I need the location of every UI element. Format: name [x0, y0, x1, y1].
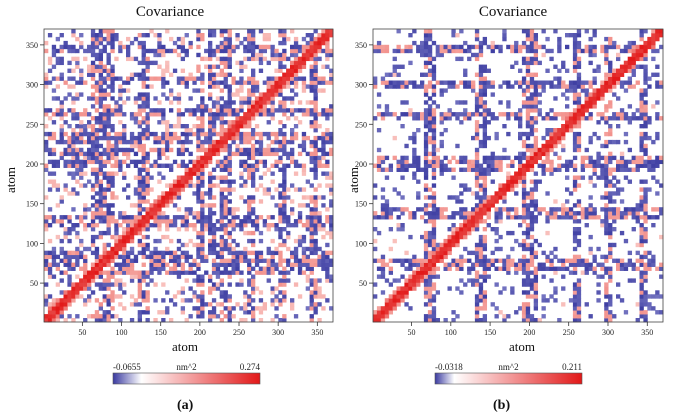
- colorbar-max-label: 0.274: [240, 362, 261, 372]
- y-tick-label: 150: [355, 200, 367, 209]
- panel-a: Covariance atom 50 100 150 200 250 300 350 50 10…: [0, 0, 340, 418]
- y-tick-label: 200: [26, 160, 38, 169]
- y-tick-label: 250: [26, 120, 38, 129]
- y-tick-label: 250: [355, 120, 367, 129]
- heatmap-cells: [44, 29, 334, 323]
- x-tick-label: 100: [116, 328, 128, 337]
- panel-b: Covariance atom 50 100 150 200 250 300 350 50 10…: [343, 0, 683, 418]
- y-tick-label: 50: [30, 279, 38, 288]
- y-tick-label: 100: [355, 239, 367, 248]
- colorbar-min-label: -0.0655: [113, 362, 141, 372]
- heatmap-b: 50 100 150 200 250 300 350 50 100 150 200 250 300 350…: [355, 28, 664, 385]
- x-tick-label: 50: [78, 328, 86, 337]
- panel-caption-b: (b): [493, 398, 511, 413]
- y-tick-label: 350: [355, 41, 367, 50]
- y-tick-label: 200: [355, 160, 367, 169]
- y-tick-label: 150: [26, 200, 38, 209]
- x-tick-label: 200: [194, 328, 206, 337]
- x-tick-label: 150: [155, 328, 167, 337]
- chart-title-b: Covariance: [478, 4, 548, 20]
- x-tick-label: 50: [408, 328, 416, 337]
- y-tick-label: 50: [359, 279, 367, 288]
- x-tick-label: 100: [445, 328, 457, 337]
- heatmap-a: 50 100 150 200 250 300 350 50 100 150 200 250 300 350…: [26, 28, 334, 385]
- y-tick-label: 350: [26, 41, 38, 50]
- x-tick-label: 300: [272, 328, 284, 337]
- y-tick-label: 300: [355, 81, 367, 90]
- colorbar: [434, 372, 583, 385]
- colorbar-unit-label: nm^2: [176, 362, 196, 372]
- x-tick-label: 350: [641, 328, 653, 337]
- plot-frame: [372, 28, 664, 323]
- y-tick-label: 300: [26, 81, 38, 90]
- x-tick-label: 250: [233, 328, 245, 337]
- x-tick-label: 300: [602, 328, 614, 337]
- colorbar: [112, 372, 261, 385]
- x-tick-label: 200: [523, 328, 535, 337]
- x-axis-label-b: atom: [509, 339, 535, 354]
- colorbar-min-label: -0.0318: [435, 362, 463, 372]
- heatmap-cells: [373, 29, 664, 323]
- panel-caption-a: (a): [177, 398, 194, 413]
- y-tick-label: 100: [26, 239, 38, 248]
- x-tick-label: 350: [311, 328, 323, 337]
- plot-frame: [43, 28, 334, 323]
- x-axis-label-a: atom: [172, 339, 198, 354]
- colorbar-max-label: 0.211: [562, 362, 582, 372]
- x-tick-label: 150: [484, 328, 496, 337]
- chart-title-a: Covariance: [135, 4, 205, 20]
- colorbar-unit-label: nm^2: [498, 362, 518, 372]
- x-tick-label: 250: [563, 328, 575, 337]
